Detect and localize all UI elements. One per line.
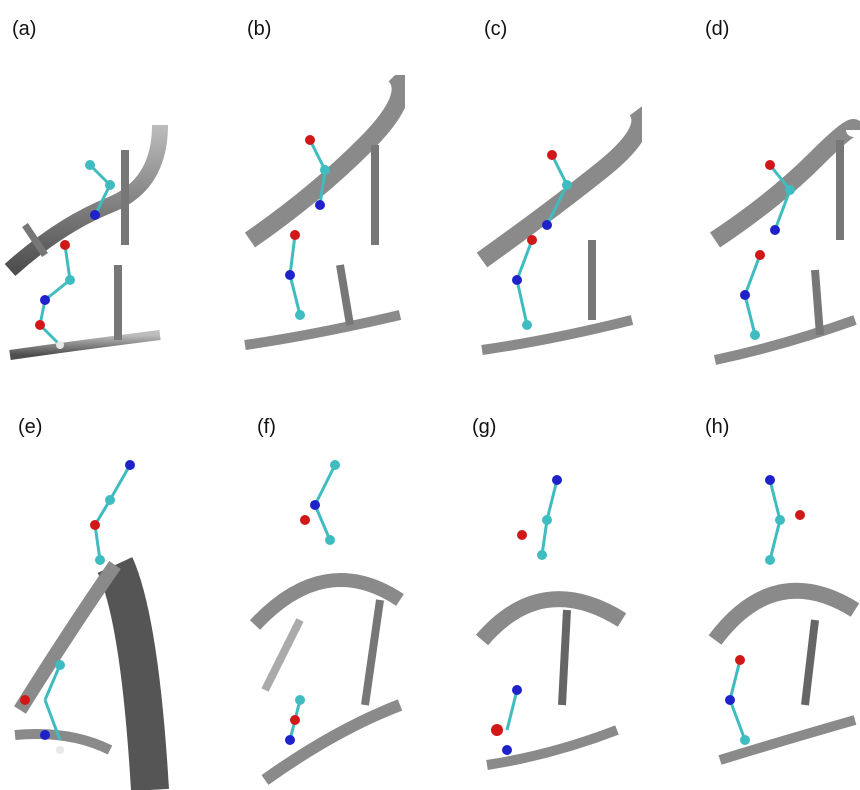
molecule-image <box>705 460 860 780</box>
figure-panel-e: (e) <box>0 400 195 790</box>
figure-panel-a: (a) <box>0 0 195 360</box>
figure-panel-b: (b) <box>235 0 430 360</box>
figure-panel-d: (d) <box>705 0 860 365</box>
figure-panel-f: (f) <box>235 400 430 785</box>
molecule-image <box>705 110 860 370</box>
molecule-image <box>472 90 642 360</box>
panel-label: (f) <box>257 416 276 438</box>
molecule-image <box>235 450 405 790</box>
panel-label: (a) <box>12 18 37 40</box>
figure-panel-g: (g) <box>472 400 667 770</box>
panel-label: (d) <box>705 18 730 40</box>
molecule-image <box>0 105 170 365</box>
figure-panel-h: (h) <box>705 400 860 765</box>
panel-label: (e) <box>18 416 43 438</box>
molecule-image <box>472 460 632 780</box>
molecule-image <box>235 75 405 355</box>
figure-panel-c: (c) <box>472 0 667 360</box>
panel-label: (g) <box>472 416 497 438</box>
panel-label: (c) <box>484 18 508 40</box>
panel-label: (h) <box>705 416 730 438</box>
panel-label: (b) <box>247 18 272 40</box>
molecule-image <box>0 450 175 790</box>
